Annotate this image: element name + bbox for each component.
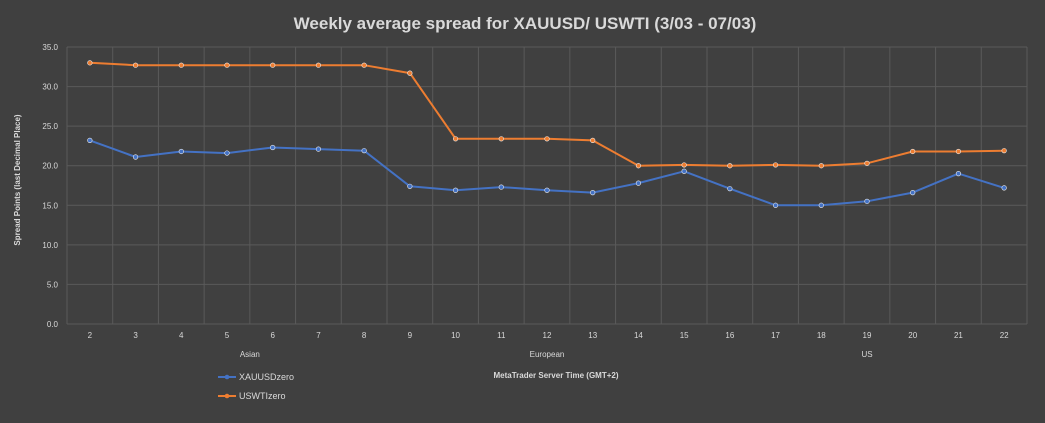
legend: XAUUSDzero USWTIzero — [218, 372, 294, 401]
data-point — [87, 60, 93, 66]
x-tick-label: 9 — [408, 331, 413, 340]
data-point — [270, 62, 276, 68]
data-point — [132, 62, 139, 68]
data-point — [955, 148, 962, 155]
y-tick-label: 5.0 — [47, 280, 59, 289]
chart-title: Weekly average spread for XAUUSD/ USWTI … — [294, 14, 757, 33]
data-point — [635, 180, 642, 186]
data-point — [224, 150, 230, 156]
data-point — [407, 183, 413, 189]
data-point — [544, 187, 550, 193]
x-tick-label: 15 — [680, 331, 689, 340]
y-axis-title: Spread Points (last Decimal Place) — [13, 114, 22, 245]
data-point — [910, 148, 916, 155]
legend-marker — [224, 374, 230, 380]
y-tick-label: 25.0 — [42, 122, 58, 131]
y-tick-label: 35.0 — [42, 43, 58, 52]
data-point — [178, 148, 184, 155]
x-tick-label: 16 — [725, 331, 734, 340]
y-tick-label: 20.0 — [42, 162, 58, 171]
gridlines — [66, 46, 1028, 325]
session-label: European — [530, 350, 565, 359]
x-tick-label: 11 — [497, 331, 506, 340]
y-tick-label: 0.0 — [47, 320, 59, 329]
session-label: US — [861, 350, 872, 359]
x-tick-label: 13 — [588, 331, 597, 340]
session-label: Asian — [240, 350, 260, 359]
data-point — [1001, 185, 1007, 191]
x-tick-label: 22 — [1000, 331, 1009, 340]
data-point — [818, 202, 824, 208]
data-point — [1001, 148, 1007, 154]
x-axis-title: MetaTrader Server Time (GMT+2) — [493, 371, 618, 380]
data-point — [681, 168, 687, 174]
y-tick-label: 30.0 — [42, 83, 58, 92]
x-tick-label: 18 — [817, 331, 826, 340]
data-point — [87, 137, 93, 143]
data-point — [727, 163, 733, 169]
x-tick-label: 3 — [133, 331, 138, 340]
data-point — [361, 62, 367, 68]
x-tick-label: 5 — [225, 331, 230, 340]
x-tick-label: 10 — [451, 331, 460, 340]
data-point — [224, 62, 230, 68]
data-point — [681, 162, 687, 168]
x-tick-label: 20 — [908, 331, 917, 340]
data-point — [315, 146, 322, 152]
data-point — [361, 148, 367, 154]
data-point — [818, 163, 824, 169]
axes: 0.0 5.0 10.0 15.0 20.0 25.0 30.0 35.0 2 3 4 5 6 7 8 9 10… — [42, 43, 1009, 359]
x-tick-label: 14 — [634, 331, 643, 340]
data-point — [864, 160, 870, 166]
legend-label: USWTIzero — [239, 391, 286, 401]
y-tick-label: 10.0 — [42, 241, 58, 250]
x-tick-label: 4 — [179, 331, 184, 340]
data-point — [498, 184, 504, 190]
data-point — [452, 136, 459, 142]
data-point — [955, 171, 962, 177]
x-tick-label: 6 — [270, 331, 275, 340]
y-tick-label: 15.0 — [42, 201, 58, 210]
series-line — [89, 61, 1005, 167]
data-point — [772, 202, 779, 208]
data-point — [132, 154, 139, 160]
x-tick-label: 17 — [771, 331, 780, 340]
data-point — [498, 136, 504, 142]
data-point — [910, 190, 916, 196]
x-tick-label: 2 — [88, 331, 93, 340]
series-lines — [87, 60, 1007, 208]
x-tick-label: 21 — [954, 331, 963, 340]
data-point — [178, 62, 184, 68]
data-point — [590, 137, 596, 143]
series-line — [89, 139, 1005, 207]
data-point — [864, 198, 870, 204]
data-point — [544, 136, 550, 142]
data-point — [407, 70, 413, 76]
x-tick-label: 7 — [316, 331, 321, 340]
data-point — [772, 162, 779, 168]
data-point — [452, 187, 459, 193]
data-point — [635, 163, 642, 169]
data-point — [315, 62, 322, 68]
x-tick-label: 12 — [543, 331, 552, 340]
x-tick-label: 19 — [863, 331, 872, 340]
x-tick-label: 8 — [362, 331, 367, 340]
data-point — [270, 144, 276, 151]
data-point — [590, 190, 596, 196]
data-point — [727, 186, 733, 192]
legend-label: XAUUSDzero — [239, 372, 294, 382]
legend-marker — [224, 393, 230, 399]
